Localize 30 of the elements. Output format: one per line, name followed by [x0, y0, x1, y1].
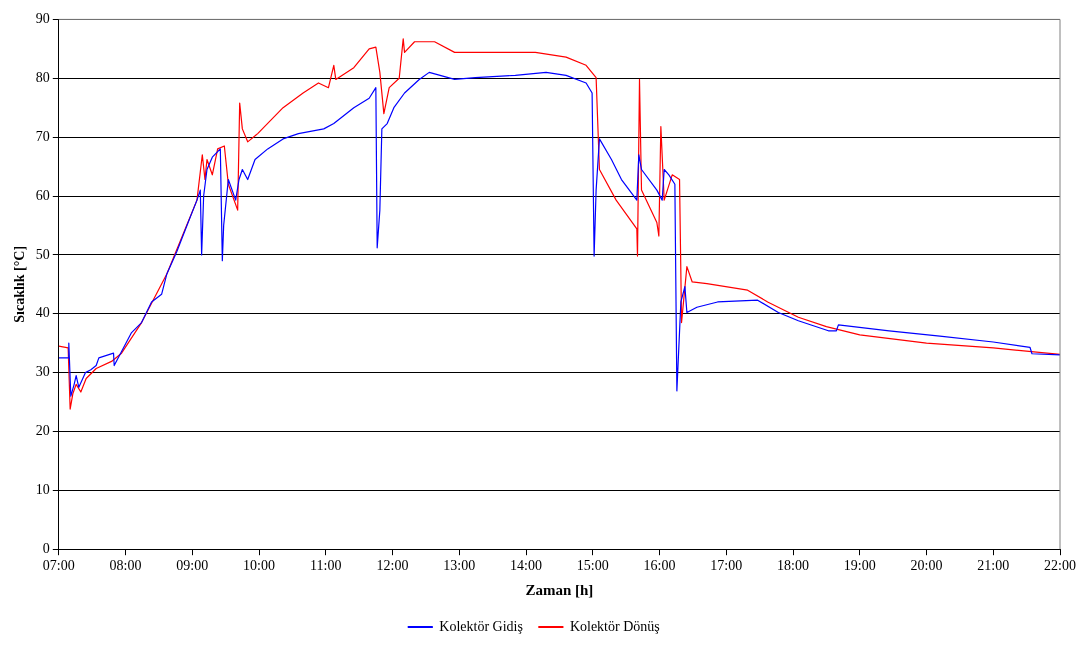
- y-tick-label: 0: [42, 540, 50, 556]
- y-tick-label: 60: [35, 187, 50, 203]
- y-tick-label: 80: [35, 69, 50, 85]
- x-tick-label: 14:00: [510, 558, 542, 574]
- y-tick-label: 70: [35, 128, 50, 144]
- x-tick-label: 12:00: [376, 558, 409, 574]
- y-tick-label: 40: [35, 305, 50, 321]
- x-tick-label: 09:00: [176, 558, 209, 574]
- y-tick-label: 20: [35, 423, 50, 439]
- x-tick-label: 16:00: [643, 558, 676, 574]
- y-tick-label: 30: [35, 364, 50, 380]
- legend-label: Kolektör Dönüş: [569, 618, 660, 634]
- x-axis-title: Zaman [h]: [525, 581, 594, 598]
- x-tick-label: 18:00: [777, 558, 809, 574]
- x-tick-label: 15:00: [576, 558, 609, 574]
- x-tick-label: 20:00: [910, 558, 943, 574]
- x-tick-label: 17:00: [710, 558, 743, 574]
- x-tick-label: 21:00: [977, 558, 1010, 574]
- y-tick-label: 10: [35, 482, 50, 498]
- x-tick-label: 07:00: [42, 558, 75, 574]
- x-tick-label: 10:00: [243, 558, 275, 574]
- x-tick-label: 19:00: [843, 558, 876, 574]
- x-tick-label: 13:00: [443, 558, 476, 574]
- y-axis-title: Sıcaklık [°C]: [12, 245, 28, 323]
- legend-label: Kolektör Gidiş: [439, 618, 523, 634]
- x-tick-label: 11:00: [310, 558, 342, 574]
- y-tick-label: 90: [35, 11, 50, 27]
- x-tick-label: 08:00: [109, 558, 142, 574]
- y-tick-label: 50: [35, 246, 50, 262]
- x-tick-label: 22:00: [1044, 558, 1076, 574]
